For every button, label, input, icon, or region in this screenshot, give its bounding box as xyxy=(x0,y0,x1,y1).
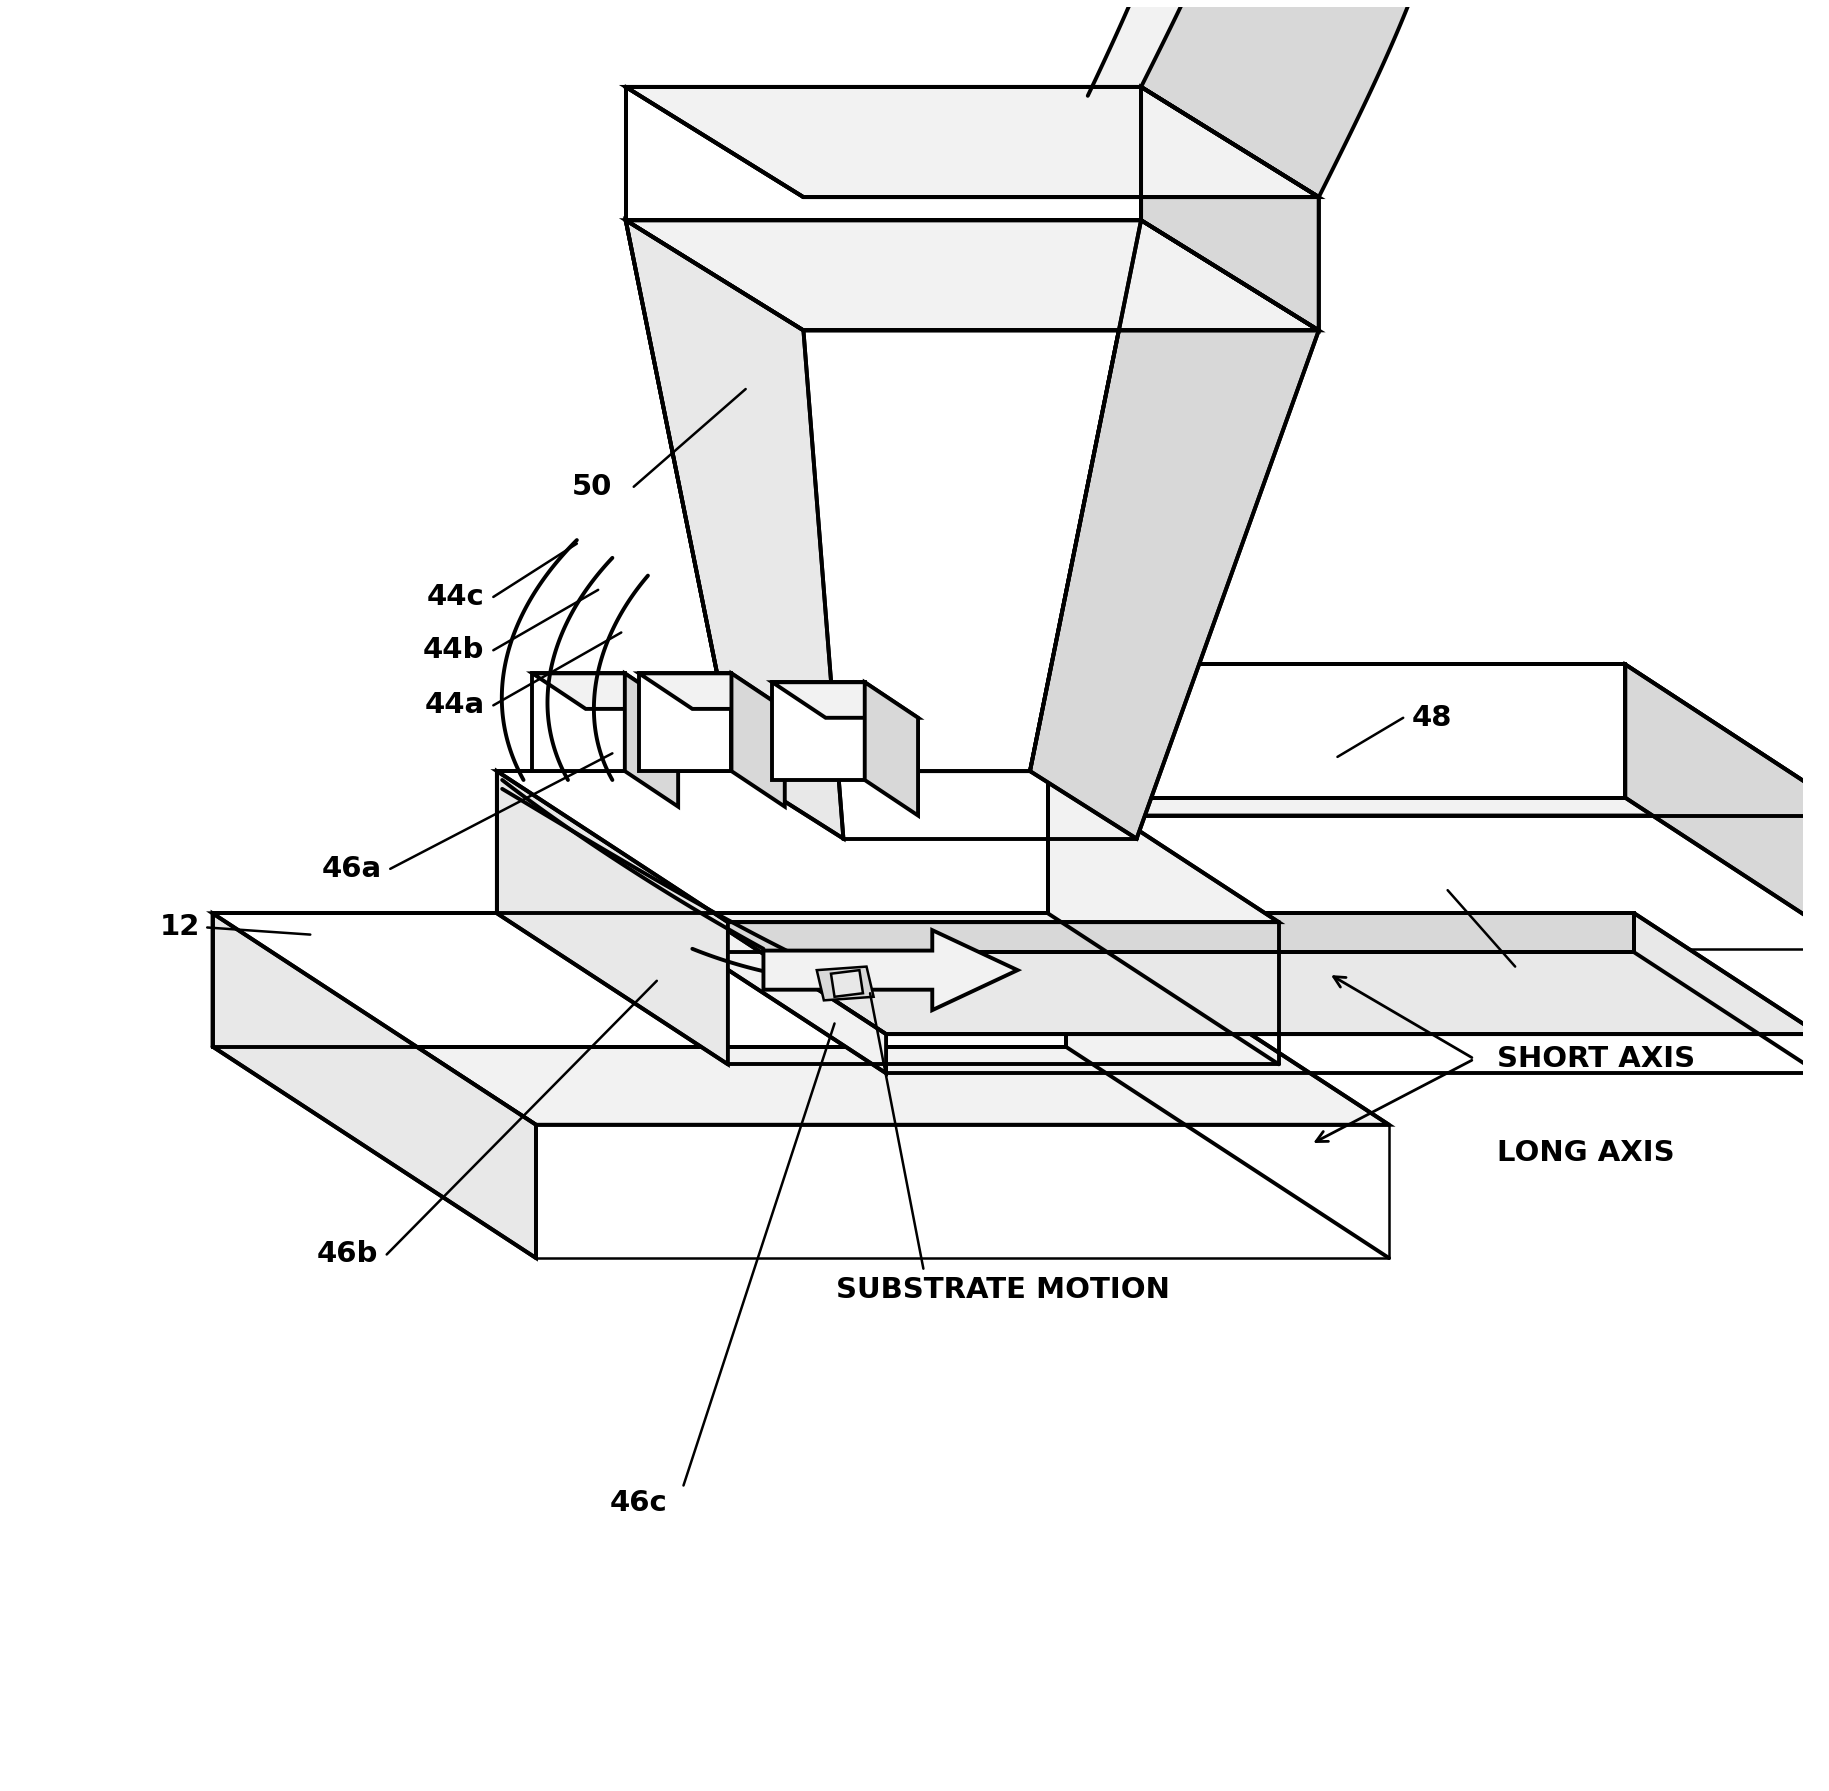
Polygon shape xyxy=(763,930,1017,1010)
Polygon shape xyxy=(497,772,728,1064)
Text: 50: 50 xyxy=(572,473,613,501)
Text: 46c: 46c xyxy=(611,1490,668,1517)
Polygon shape xyxy=(497,772,1278,922)
Polygon shape xyxy=(818,967,874,1001)
Text: 30: 30 xyxy=(1522,953,1564,981)
Polygon shape xyxy=(830,971,863,998)
Polygon shape xyxy=(212,913,536,1257)
Text: SHORT AXIS: SHORT AXIS xyxy=(1498,1044,1695,1073)
Polygon shape xyxy=(626,220,843,838)
Polygon shape xyxy=(772,682,865,781)
Polygon shape xyxy=(1141,0,1469,197)
Polygon shape xyxy=(732,673,785,806)
Polygon shape xyxy=(532,673,679,709)
Polygon shape xyxy=(638,673,785,709)
Polygon shape xyxy=(626,220,1141,772)
Text: LONG AXIS: LONG AXIS xyxy=(1498,1139,1675,1168)
Polygon shape xyxy=(880,664,1626,797)
Polygon shape xyxy=(497,772,1048,913)
Text: 12: 12 xyxy=(159,913,199,942)
Polygon shape xyxy=(532,673,626,772)
Polygon shape xyxy=(638,673,732,772)
Polygon shape xyxy=(701,913,885,1073)
Text: 48: 48 xyxy=(1412,704,1452,733)
Polygon shape xyxy=(1141,88,1319,330)
Polygon shape xyxy=(701,913,1820,1033)
Text: 44a: 44a xyxy=(424,691,485,720)
Polygon shape xyxy=(1088,0,1291,95)
Polygon shape xyxy=(1626,664,1829,949)
Text: 44c: 44c xyxy=(426,582,485,611)
Polygon shape xyxy=(626,673,679,806)
Polygon shape xyxy=(880,664,1829,815)
Polygon shape xyxy=(212,913,1066,1046)
Text: 46b: 46b xyxy=(316,1241,379,1268)
Polygon shape xyxy=(626,88,1141,220)
Polygon shape xyxy=(626,220,1319,330)
Polygon shape xyxy=(772,682,918,718)
Polygon shape xyxy=(626,88,1319,197)
Text: SUBSTRATE MOTION: SUBSTRATE MOTION xyxy=(836,1275,1171,1304)
Polygon shape xyxy=(212,913,1388,1125)
Text: 46a: 46a xyxy=(322,854,382,883)
Polygon shape xyxy=(865,682,918,815)
Polygon shape xyxy=(1030,220,1319,838)
Text: 44b: 44b xyxy=(422,636,485,664)
Polygon shape xyxy=(701,913,1635,953)
